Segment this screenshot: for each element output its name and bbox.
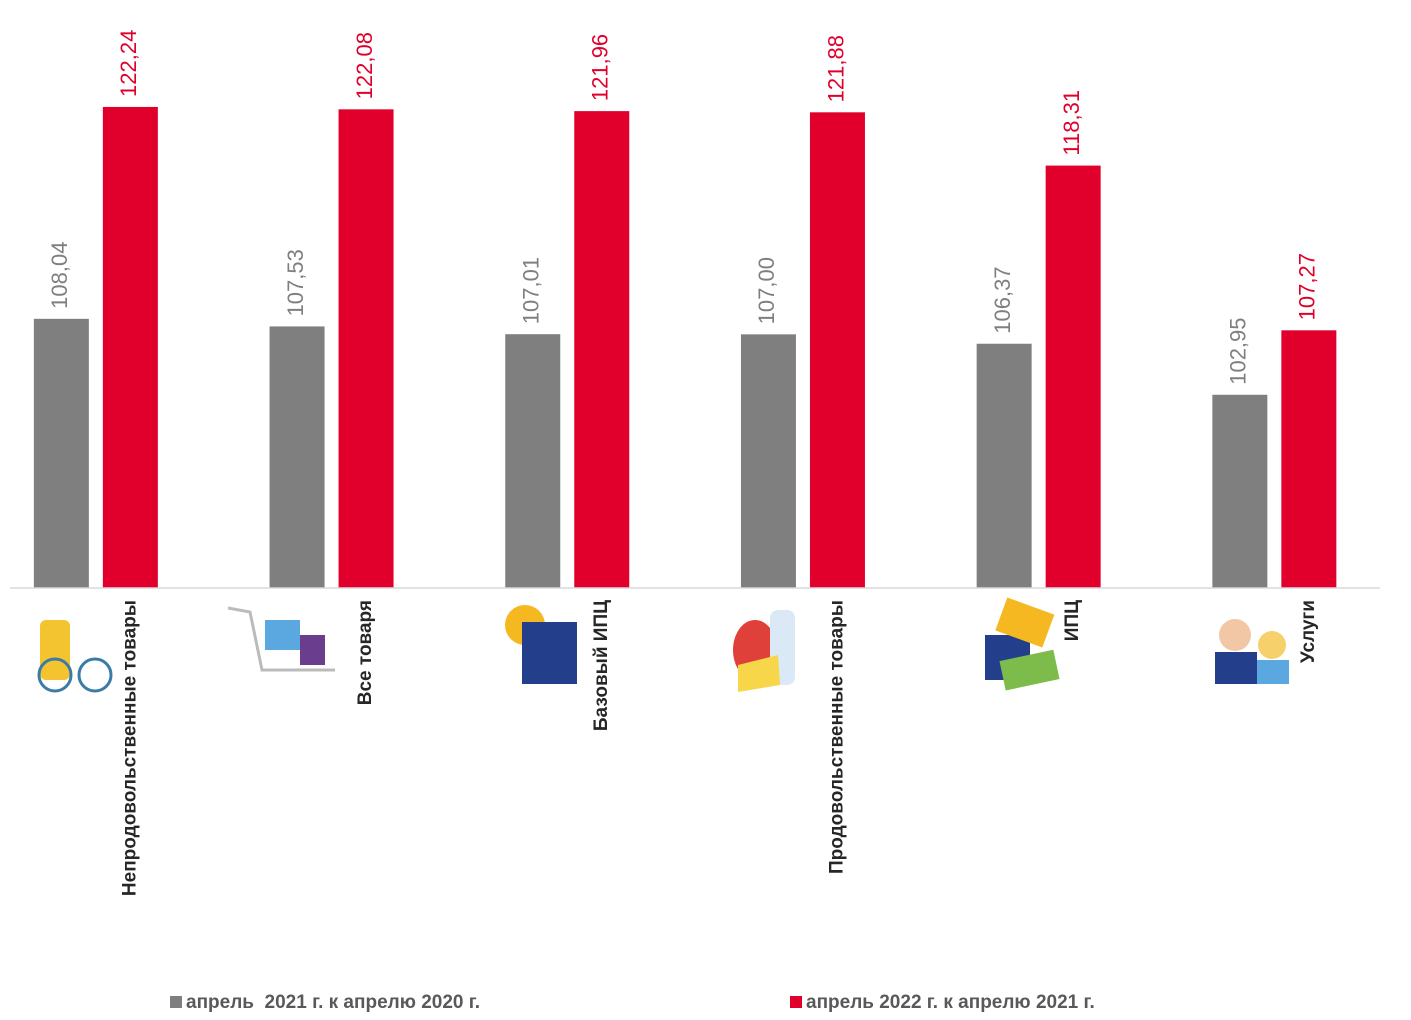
chart: 108,04 122,24 Непродовольственные товары 10… [0,0,1411,1020]
legend-label: апрель 2021 г. к апрелю 2020 г. [186,992,480,1013]
bar [339,109,394,588]
value-label: 107,53 [283,249,308,316]
icon [1215,652,1257,684]
bar [1281,330,1336,588]
icon [79,659,111,691]
icon [1219,619,1251,651]
legend-swatch [170,996,182,1008]
bar [741,334,796,588]
value-label: 122,24 [116,30,141,97]
value-label: 121,96 [588,34,613,101]
x-tick-label: Все товаря [355,600,376,705]
bar [977,344,1032,588]
bar [574,111,629,588]
icon [1257,660,1289,684]
bar [1212,395,1267,588]
x-tick-label: Услуги [1298,600,1319,663]
legend-label: апрель 2022 г. к апрелю 2021 г. [806,992,1095,1013]
bar [270,326,325,588]
bar [810,112,865,588]
x-tick-label: Базовый ИПЦ [591,600,612,731]
value-label: 122,08 [352,32,377,99]
icon [522,622,577,684]
legend-swatch [790,996,802,1008]
bar [1046,166,1101,588]
icon [300,635,325,665]
icon [1258,631,1286,659]
x-tick-label: Продовольственные товары [826,600,847,874]
bar [505,334,560,588]
value-label: 107,01 [519,257,544,324]
value-label: 108,04 [47,242,72,309]
icons [39,597,1289,692]
value-label: 107,00 [754,257,779,324]
bar [34,319,89,588]
value-label: 118,31 [1059,90,1084,156]
x-tick-label: Непродовольственные товары [119,600,140,896]
value-label: 107,27 [1295,253,1320,320]
value-label: 106,37 [990,266,1015,333]
bar [103,107,158,588]
x-tick-label: ИПЦ [1062,600,1083,641]
value-label: 102,95 [1226,317,1251,384]
icon [265,620,300,650]
value-label: 121,88 [823,35,848,102]
icon [40,620,70,680]
